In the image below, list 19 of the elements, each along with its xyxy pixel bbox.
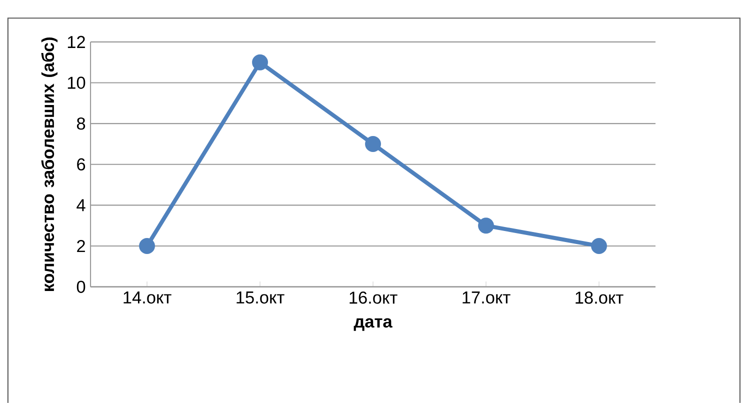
x-tick-label: 14.окт [124, 292, 172, 304]
y-tick-label: 6 [77, 158, 86, 171]
x-tick-label: 18.окт [576, 292, 624, 304]
y-tick-label: 8 [76, 118, 86, 130]
point [365, 136, 381, 152]
y-axis-title: количество заболевших (абс) [41, 38, 58, 292]
x-tick-label: 15.окт [236, 292, 284, 304]
y-tick-label: 12 [68, 36, 85, 48]
y-tick-label: 10 [68, 76, 86, 89]
point [591, 238, 607, 254]
y-tick-label: 0 [76, 280, 86, 294]
y-tick-label: 4 [76, 199, 86, 212]
y-tick-label: 2 [77, 240, 85, 252]
x-tick-label: 17.окт [462, 292, 510, 304]
point [252, 54, 268, 70]
point [139, 238, 155, 254]
x-tick-label: 16.окт [350, 292, 398, 304]
point [478, 218, 494, 234]
x-axis-title: дата [354, 318, 392, 331]
